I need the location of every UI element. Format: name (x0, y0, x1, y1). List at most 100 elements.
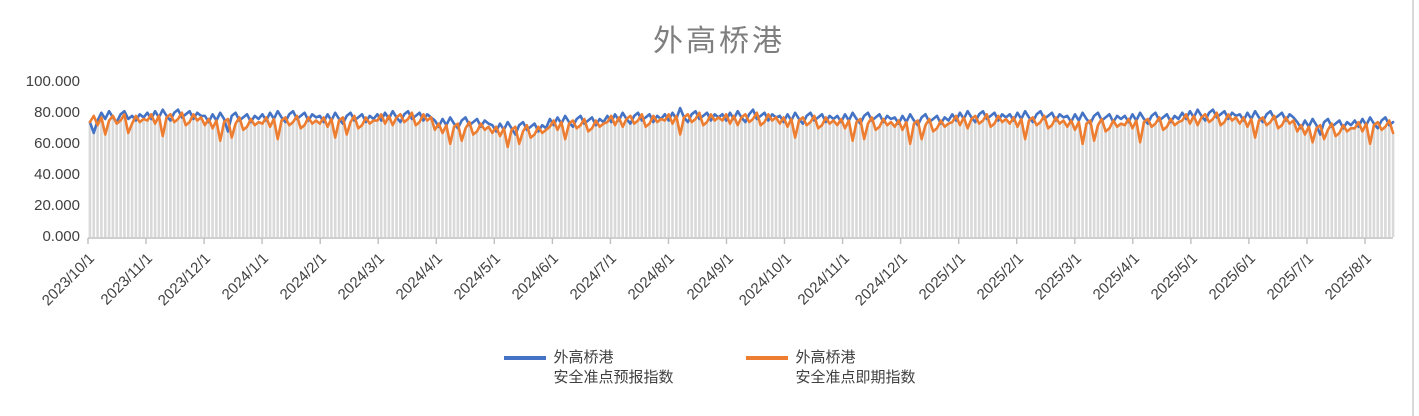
bar (399, 122, 402, 237)
bar (1165, 126, 1169, 237)
bar (1261, 122, 1265, 237)
bar (1284, 120, 1288, 237)
bar (1265, 125, 1268, 237)
bar (1376, 128, 1380, 237)
bar (514, 134, 517, 237)
bar (1226, 118, 1230, 237)
bar (234, 123, 237, 237)
bar (797, 120, 801, 237)
bar (264, 120, 268, 237)
bar (517, 143, 521, 237)
bar (897, 123, 900, 237)
bar (943, 126, 946, 237)
bar (525, 129, 529, 237)
bar (1234, 117, 1238, 237)
bar (1039, 122, 1042, 237)
bar (885, 125, 889, 237)
bar (448, 143, 452, 237)
bar (667, 120, 670, 237)
bar (215, 120, 218, 237)
legend: 外高桥港 安全准点预报指数 外高桥港 安全准点即期指数 (503, 348, 916, 388)
bar (1081, 143, 1084, 237)
bar (138, 122, 142, 237)
bar (1391, 132, 1395, 237)
y-tick-label: 80.000 (34, 103, 80, 121)
bar (1157, 120, 1161, 237)
bar (395, 117, 398, 237)
bar (556, 129, 559, 237)
bar (617, 120, 621, 237)
bar (307, 120, 310, 237)
bar (862, 139, 866, 237)
bar (836, 125, 839, 237)
bar (1008, 123, 1012, 237)
forecast-line-swatch (503, 356, 546, 360)
bar (157, 117, 161, 237)
bar (1318, 134, 1322, 237)
bar (751, 118, 755, 237)
bar (1050, 125, 1054, 237)
bar (1077, 122, 1081, 237)
bar (1127, 122, 1130, 237)
bar (1054, 120, 1058, 237)
bar (1269, 122, 1272, 237)
bar (1150, 126, 1153, 237)
bar (793, 137, 797, 237)
bar (130, 123, 134, 237)
bar (1203, 120, 1207, 237)
bar (813, 120, 816, 237)
bar (540, 132, 544, 237)
bar (548, 126, 552, 237)
bar (441, 132, 444, 237)
y-tick-label: 40.000 (34, 165, 80, 183)
bar (1108, 128, 1111, 237)
bar (1115, 126, 1119, 237)
bar (989, 126, 992, 237)
bar (280, 120, 283, 237)
legend-label-spot-line1: 外高桥港 (795, 349, 856, 366)
bar (1364, 125, 1368, 237)
bar (345, 134, 349, 237)
bar (303, 125, 306, 237)
legend-label-forecast-line1: 外高桥港 (553, 349, 614, 366)
bar (1196, 125, 1199, 237)
bar (908, 143, 912, 237)
bar (483, 129, 487, 237)
bar (1062, 120, 1065, 237)
bar (893, 126, 897, 237)
bar (744, 122, 747, 237)
bar (468, 125, 471, 237)
bar (935, 128, 939, 237)
bar (724, 120, 728, 237)
bar (218, 140, 222, 237)
bar (1142, 122, 1146, 237)
bar (452, 126, 456, 237)
bar (1100, 120, 1104, 237)
bar (169, 120, 172, 237)
bar (433, 129, 437, 237)
bar (537, 131, 540, 237)
bar (172, 122, 176, 237)
bar (981, 120, 985, 237)
bar (414, 125, 418, 237)
bar (268, 126, 272, 237)
bar (1027, 120, 1031, 237)
bar (1092, 140, 1096, 237)
bar (640, 120, 644, 237)
bar (184, 125, 188, 237)
bar (682, 117, 686, 237)
bar (1368, 143, 1372, 237)
bar (115, 123, 119, 237)
bar (694, 118, 697, 237)
bar (103, 134, 107, 237)
bar (583, 123, 586, 237)
bar (678, 134, 682, 237)
bar (119, 120, 122, 237)
bar (686, 122, 690, 237)
bar (644, 126, 647, 237)
bar (931, 131, 935, 237)
bar (1330, 126, 1334, 237)
spot-line-swatch (745, 356, 788, 360)
bar (349, 122, 352, 237)
bar (920, 139, 923, 237)
